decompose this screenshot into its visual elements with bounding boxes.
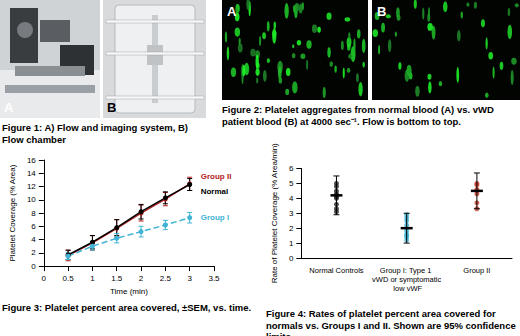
svg-text:B: B (377, 4, 386, 19)
svg-text:3: 3 (187, 274, 192, 283)
svg-text:1.5: 1.5 (111, 274, 123, 283)
svg-text:0: 0 (42, 274, 47, 283)
svg-text:Time (min): Time (min) (110, 287, 148, 296)
svg-text:A: A (227, 4, 237, 19)
svg-text:low vWF: low vWF (391, 284, 422, 293)
svg-text:0.5: 0.5 (63, 274, 75, 283)
svg-text:12: 12 (27, 182, 36, 191)
svg-text:6: 6 (289, 164, 294, 173)
svg-text:Group I: Group I (201, 213, 229, 222)
svg-text:3.5: 3.5 (208, 274, 220, 283)
svg-text:16: 16 (27, 156, 36, 165)
html-text:Figure 2: Platelet aggregates: Figure 2: Platelet aggregates from norma… (222, 104, 494, 127)
svg-text:Group II: Group II (463, 266, 490, 275)
svg-text:0: 0 (289, 254, 294, 263)
html-text:Figure 1: A) Flow and imaging: Figure 1: A) Flow and imaging system, B)… (2, 122, 188, 145)
html-text:Figure 3: Platelet percent are: Figure 3: Platelet percent area covered,… (2, 302, 252, 313)
svg-text:2: 2 (139, 274, 144, 283)
svg-text:Group I: Type 1: Group I: Type 1 (380, 266, 434, 275)
svg-text:8: 8 (31, 209, 36, 218)
svg-text:3: 3 (289, 209, 294, 218)
svg-text:vWD or symptomatic: vWD or symptomatic (372, 275, 441, 284)
svg-text:1: 1 (289, 239, 294, 248)
svg-text:14: 14 (27, 169, 36, 178)
svg-text:Rate of Platelet Coverage (% A: Rate of Platelet Coverage (% Area/min) (270, 143, 279, 283)
svg-text:2: 2 (31, 248, 36, 257)
svg-text:4: 4 (31, 235, 36, 244)
svg-text:Platelet Coverage (% Area): Platelet Coverage (% Area) (8, 164, 17, 261)
svg-text:Group II: Group II (201, 172, 232, 181)
svg-text:6: 6 (31, 222, 36, 231)
svg-text:10: 10 (27, 195, 36, 204)
svg-text:B: B (107, 100, 116, 115)
svg-text:A: A (4, 100, 14, 115)
svg-text:1: 1 (90, 274, 95, 283)
svg-text:2: 2 (289, 224, 294, 233)
svg-text:Normal: Normal (201, 187, 229, 196)
svg-text:4: 4 (289, 194, 294, 203)
svg-text:0: 0 (31, 262, 36, 271)
svg-text:Normal Controls: Normal Controls (309, 266, 363, 275)
svg-text:5: 5 (289, 179, 294, 188)
svg-text:2.5: 2.5 (160, 274, 172, 283)
